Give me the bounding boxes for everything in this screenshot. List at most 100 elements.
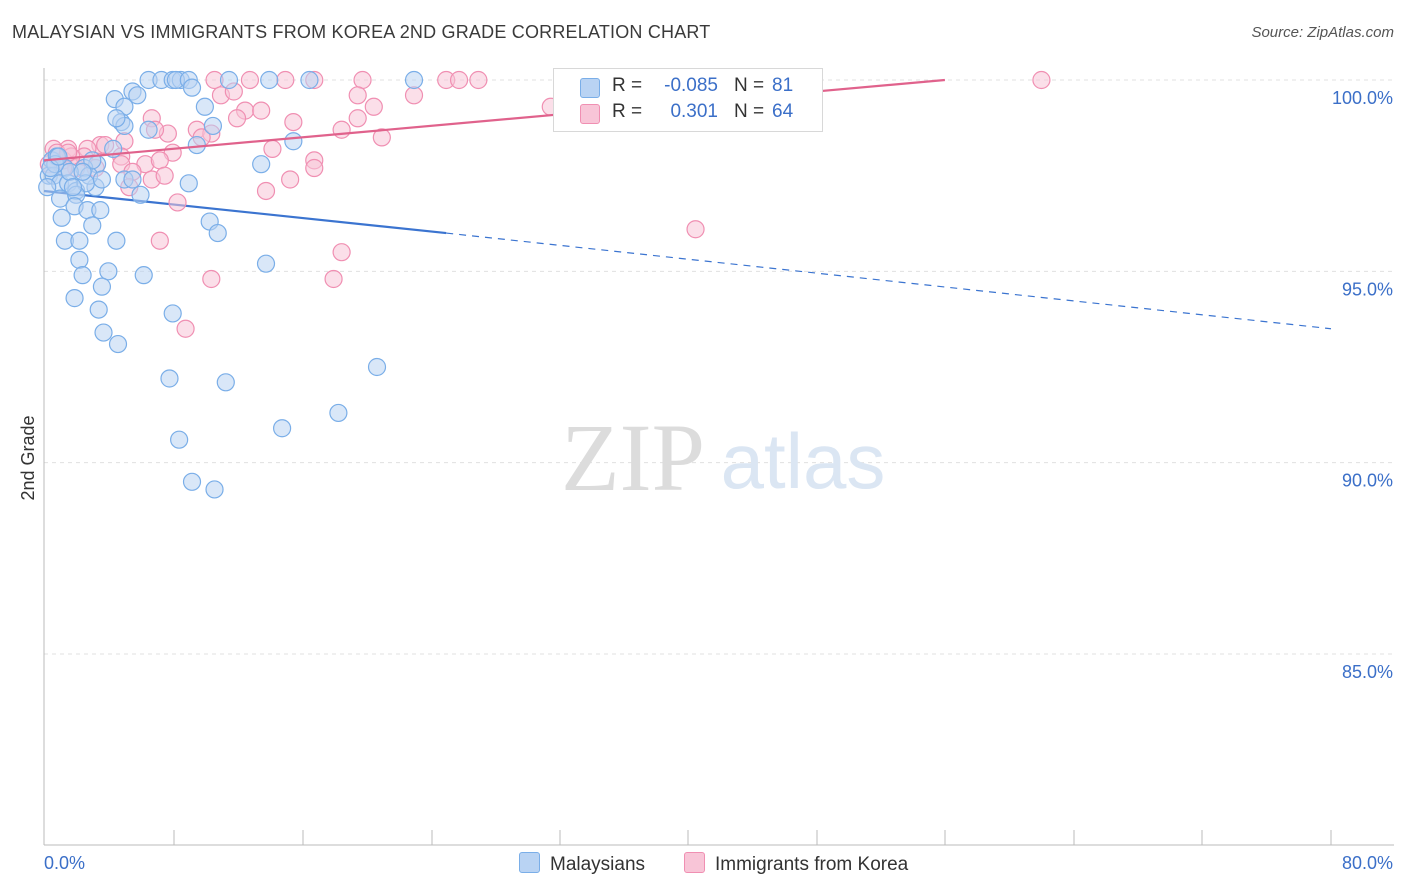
- watermark: ZIP atlas: [561, 404, 885, 511]
- correlation-legend: R = -0.085 N = 81 R = 0.301 N = 64: [553, 68, 823, 132]
- trend-lines-malaysians: [43, 189, 1332, 330]
- legend-label-korea: Immigrants from Korea: [715, 854, 909, 875]
- legend-r-label: R =: [612, 101, 643, 122]
- point-korea: [176, 319, 195, 338]
- point-korea: [348, 86, 367, 105]
- point-korea: [305, 158, 324, 178]
- point-malaysians: [252, 155, 271, 174]
- chart-title: MALAYSIAN VS IMMIGRANTS FROM KOREA 2ND G…: [12, 22, 711, 42]
- trend-line-malaysians-extension: [446, 232, 1332, 330]
- legend-row-korea: R = 0.301 N = 64: [554, 101, 822, 127]
- tick-labels: 85.0% 90.0% 95.0% 100.0% 0.0% 80.0%: [44, 88, 1393, 873]
- point-malaysians: [91, 201, 110, 220]
- point-korea: [1032, 70, 1051, 90]
- point-korea: [150, 151, 169, 170]
- legend-n-value: 81: [772, 75, 794, 96]
- y-tick-label: 100.0%: [1332, 88, 1393, 108]
- point-malaysians: [49, 147, 68, 166]
- x-tick-label: 0.0%: [44, 853, 85, 873]
- point-malaysians: [300, 70, 319, 90]
- y-tick-label: 95.0%: [1342, 279, 1393, 299]
- point-korea: [263, 139, 282, 158]
- watermark-zip: ZIP: [561, 404, 705, 511]
- legend-n-value: 64: [772, 101, 794, 122]
- x-tick-label: 80.0%: [1342, 853, 1393, 873]
- point-malaysians: [139, 120, 158, 139]
- point-korea: [348, 109, 367, 128]
- source-label: Source: ZipAtlas.com: [1251, 24, 1394, 41]
- point-korea: [332, 120, 351, 139]
- point-malaysians: [89, 300, 108, 319]
- y-tick-label: 85.0%: [1342, 662, 1393, 682]
- point-malaysians: [179, 174, 198, 193]
- legend-r-value: -0.085: [664, 75, 718, 96]
- point-malaysians: [187, 135, 206, 155]
- point-korea: [276, 70, 295, 90]
- point-malaysians: [99, 262, 118, 281]
- legend-swatch-blue: [580, 78, 600, 98]
- point-malaysians: [160, 369, 179, 388]
- point-korea: [168, 193, 187, 212]
- point-malaysians: [38, 178, 57, 197]
- point-korea: [324, 269, 343, 289]
- point-malaysians: [208, 223, 227, 243]
- point-korea: [364, 97, 383, 116]
- point-malaysians: [203, 116, 223, 136]
- point-korea: [281, 170, 300, 189]
- point-malaysians: [219, 70, 239, 90]
- point-malaysians: [284, 132, 303, 151]
- point-malaysians: [94, 323, 113, 342]
- point-malaysians: [195, 97, 214, 116]
- point-malaysians: [170, 430, 189, 449]
- point-malaysians: [182, 472, 202, 491]
- point-korea: [469, 70, 488, 90]
- legend-r-value: 0.301: [670, 101, 718, 122]
- point-malaysians: [329, 403, 348, 423]
- point-malaysians: [216, 373, 235, 392]
- y-axis-label: 2nd Grade: [18, 415, 38, 500]
- point-korea: [202, 269, 221, 289]
- point-malaysians: [63, 178, 83, 197]
- watermark-atlas: atlas: [721, 417, 886, 505]
- point-malaysians: [134, 266, 153, 285]
- point-malaysians: [256, 254, 276, 273]
- legend-swatch-pink: [684, 852, 705, 873]
- legend-row-malaysians: R = -0.085 N = 81: [554, 75, 822, 101]
- axes: [43, 68, 1394, 846]
- point-korea: [686, 220, 705, 239]
- point-korea: [404, 86, 424, 105]
- point-malaysians: [73, 266, 92, 285]
- point-malaysians: [131, 185, 150, 204]
- grid-lines: [44, 79, 1394, 655]
- point-korea: [372, 128, 391, 147]
- legend-n-label: N =: [734, 101, 765, 122]
- point-malaysians: [163, 304, 182, 323]
- point-korea: [227, 109, 247, 128]
- point-malaysians: [205, 480, 224, 499]
- point-malaysians: [107, 231, 126, 250]
- legend-label-malaysians: Malaysians: [550, 854, 646, 875]
- point-malaysians: [107, 109, 126, 128]
- point-korea: [240, 70, 260, 90]
- point-malaysians: [73, 162, 92, 181]
- point-malaysians: [128, 86, 147, 105]
- legend-n-label: N =: [734, 75, 765, 96]
- legend-r-label: R =: [612, 75, 643, 96]
- legend-swatch-blue: [519, 852, 540, 873]
- point-malaysians: [182, 78, 202, 97]
- y-tick-label: 90.0%: [1342, 471, 1393, 491]
- point-malaysians: [272, 419, 292, 438]
- point-korea: [155, 166, 174, 185]
- point-malaysians: [70, 250, 89, 269]
- point-malaysians: [404, 70, 424, 90]
- point-malaysians: [52, 208, 71, 227]
- point-malaysians: [92, 277, 112, 296]
- point-malaysians: [260, 70, 279, 90]
- bottom-legend-malaysians: Malaysians: [519, 852, 645, 876]
- point-korea: [284, 112, 303, 132]
- point-malaysians: [92, 170, 112, 189]
- point-malaysians: [83, 216, 102, 235]
- point-korea: [150, 231, 169, 250]
- point-korea: [332, 243, 351, 262]
